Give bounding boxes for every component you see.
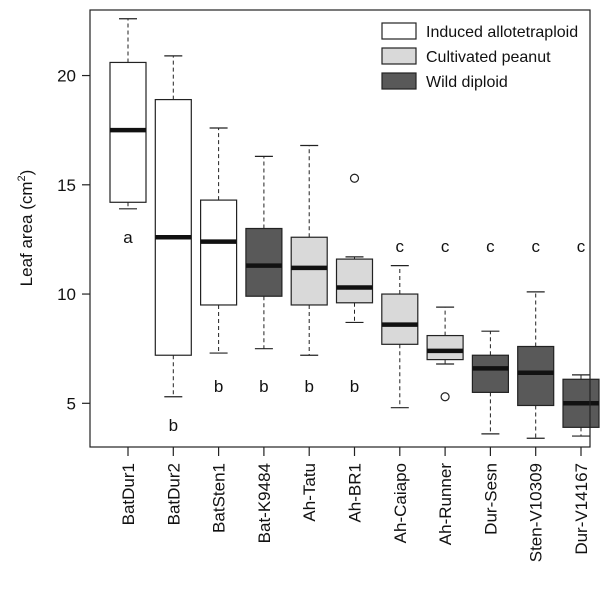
x-tick-label-Ah-BR1: Ah-BR1 [346, 463, 365, 523]
boxes-layer [109, 18, 600, 439]
box-BatDur2 [154, 55, 192, 398]
x-tick-label-Dur-Sesn: Dur-Sesn [481, 463, 500, 535]
significance-letter-BatSten1: b [214, 377, 223, 396]
box-Ah-Runner [426, 306, 464, 402]
x-tick-label-Sten-V10309: Sten-V10309 [527, 463, 546, 562]
y-tick-label-5: 5 [67, 394, 76, 413]
y-axis-label: Leaf area (cm2) [16, 170, 36, 287]
iqr-box [335, 258, 374, 304]
significance-letter-Sten-V10309: c [531, 237, 540, 256]
x-tick-label-Ah-Runner: Ah-Runner [436, 463, 455, 546]
y-tick-label-15: 15 [57, 176, 76, 195]
outlier-point-0 [349, 173, 360, 183]
box-Bat-K9484 [245, 155, 283, 350]
box-Ah-Tatu [290, 144, 328, 356]
y-axis: 5 10 15 20 [57, 67, 90, 413]
x-tick-label-BatDur2: BatDur2 [164, 463, 183, 525]
iqr-box [517, 345, 555, 407]
x-axis: BatDur1 BatDur2 BatSten1 Bat-K9484 Ah-Tatu Ah… [119, 447, 591, 562]
box-Ah-BR1 [335, 173, 374, 324]
significance-letters-layer: a b b b b b c c c c c [123, 228, 585, 435]
box-Dur-V14167 [562, 374, 600, 437]
significance-letter-Dur-V14167: c [577, 237, 586, 256]
iqr-box [426, 334, 464, 361]
significance-letter-Ah-BR1: b [350, 377, 359, 396]
significance-letter-BatDur1: a [123, 228, 133, 247]
iqr-box [245, 227, 283, 297]
y-tick-label-20: 20 [57, 67, 76, 86]
iqr-box [381, 293, 419, 345]
legend-swatch-cultivated [381, 47, 417, 65]
y-tick-label-10: 10 [57, 285, 76, 304]
x-tick-label-Ah-Tatu: Ah-Tatu [300, 463, 319, 522]
iqr-box [200, 199, 238, 306]
outlier-point-0 [440, 392, 450, 402]
y-axis-label-text: Leaf area (cm [17, 181, 36, 286]
box-Dur-Sesn [471, 330, 509, 435]
x-tick-label-Ah-Caiapo: Ah-Caiapo [391, 463, 410, 543]
iqr-box [290, 236, 328, 306]
significance-letter-Ah-Tatu: b [304, 377, 313, 396]
iqr-box [154, 98, 192, 356]
x-tick-label-Dur-V14167: Dur-V14167 [572, 463, 591, 555]
legend-label-induced: Induced allotetraploid [426, 24, 578, 41]
legend-label-cultivated: Cultivated peanut [426, 49, 551, 66]
x-tick-label-BatDur1: BatDur1 [119, 463, 138, 525]
significance-letter-Bat-K9484: b [259, 377, 268, 396]
significance-letter-BatDur2: b [169, 416, 178, 435]
legend-label-wild: Wild diploid [426, 74, 508, 91]
box-Sten-V10309 [517, 291, 555, 439]
legend: Induced allotetraploid Cultivated peanut W… [381, 22, 578, 91]
y-axis-label-close: ) [17, 170, 36, 176]
x-tick-label-BatSten1: BatSten1 [210, 463, 229, 533]
iqr-box [471, 354, 509, 393]
legend-swatch-induced [381, 22, 417, 40]
significance-letter-Ah-Caiapo: c [396, 237, 405, 256]
legend-swatch-wild [381, 72, 417, 90]
y-axis-label-superscript: 2 [16, 175, 28, 181]
significance-letter-Dur-Sesn: c [486, 237, 495, 256]
significance-letter-Ah-Runner: c [441, 237, 450, 256]
box-BatSten1 [200, 127, 238, 354]
box-BatDur1 [109, 18, 147, 210]
plot-frame [89, 9, 591, 448]
x-tick-label-Bat-K9484: Bat-K9484 [255, 463, 274, 543]
box-Ah-Caiapo [381, 265, 419, 409]
